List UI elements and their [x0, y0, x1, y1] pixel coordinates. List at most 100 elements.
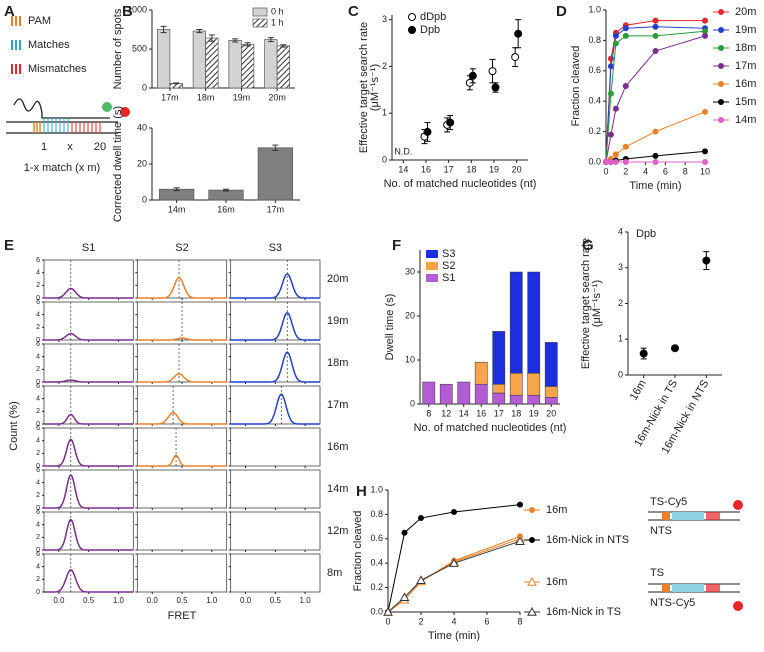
y-tick-label: 4	[36, 522, 40, 529]
y-tick-label: 40	[137, 122, 147, 132]
gaussian-fit	[137, 337, 227, 341]
x-tick-label: 6	[663, 166, 668, 176]
marker	[612, 105, 619, 112]
bar	[228, 40, 242, 89]
y-axis-label: Fraction cleaved	[570, 46, 582, 127]
panel-label: C	[348, 3, 359, 20]
legend-label: 17m	[735, 60, 756, 72]
panel-label: A	[4, 3, 15, 20]
y-axis-label: Corrected dwell time (s)	[112, 106, 124, 222]
x-tick-label: 17m	[267, 204, 285, 214]
x-tick-label: 0.0	[147, 596, 159, 605]
x-tick-label: 16m	[628, 378, 649, 403]
marker	[622, 25, 629, 32]
x-tick-label: 4	[643, 166, 648, 176]
legend-label: 16m-Nick in NTS	[546, 534, 629, 546]
y-tick-label: 0.4	[588, 96, 601, 106]
x-tick-label: 20	[546, 408, 556, 418]
y-tick-label: 4	[36, 354, 40, 361]
x-tick-label: 18	[466, 164, 476, 174]
y-tick-label: 4	[36, 270, 40, 277]
y-tick-label: 6	[36, 467, 40, 474]
y-tick-label: 2	[36, 282, 40, 289]
x-tick-label: 1.0	[300, 596, 312, 605]
y-tick-label: 1.0	[588, 4, 601, 14]
y-tick-label: 0	[36, 547, 40, 554]
marker	[671, 344, 679, 353]
x-tick-label: 14m	[168, 204, 186, 214]
bar-segment	[474, 383, 488, 405]
gaussian-fit	[137, 454, 227, 467]
legend-label: Dpb	[420, 24, 440, 36]
panel-label: E	[4, 237, 14, 254]
cell-frame	[43, 385, 134, 425]
marker	[527, 606, 537, 616]
gaussian-fit	[44, 569, 134, 593]
y-tick-label: 0.2	[588, 126, 601, 136]
bar	[276, 45, 290, 89]
legend-label: PAM	[28, 15, 51, 27]
gaussian-fit	[44, 379, 134, 383]
x-tick-label: 8	[517, 616, 522, 626]
legend-label: 16m	[735, 78, 756, 90]
gaussian-fit	[44, 518, 134, 551]
marker	[702, 148, 708, 155]
bar-segment	[509, 394, 523, 405]
diagram-h: TS-Cy5 NTS TS NTS-Cy5	[648, 496, 743, 611]
legend-label: 20m	[735, 6, 756, 18]
cell-frame	[230, 427, 321, 467]
y-tick-label: 1000	[127, 4, 147, 14]
panel-label: D	[556, 3, 567, 20]
bar-segment	[527, 271, 541, 374]
marker	[612, 151, 619, 158]
bar-segment	[492, 383, 506, 394]
cell-frame	[230, 259, 321, 299]
marker	[446, 118, 455, 127]
y-tick-label: 1.0	[370, 484, 383, 494]
row-label: 17m	[327, 399, 348, 411]
annotation: N.D.	[394, 146, 412, 156]
bar	[208, 189, 244, 201]
marker	[607, 159, 614, 165]
marker	[468, 71, 477, 80]
cell-frame	[230, 553, 321, 593]
y-axis-label: (μM⁻¹s⁻¹)	[591, 280, 603, 327]
y-tick-label: 1	[382, 108, 387, 118]
series-line	[605, 26, 706, 163]
position-label: x	[67, 141, 73, 153]
y-tick-label: 2	[36, 324, 40, 331]
panel-label: F	[392, 237, 401, 254]
legend-label: 14m	[735, 114, 756, 126]
y-tick-label: 4	[36, 480, 40, 487]
marker	[408, 13, 416, 21]
y-tick-label: 20	[137, 158, 147, 168]
y-axis-label: Number of spots	[112, 8, 124, 89]
cell-frame	[136, 385, 228, 425]
x-tick-label: 2	[623, 166, 628, 176]
x-axis-label: No. of matched nucleotides (nt)	[384, 178, 537, 190]
marker	[383, 606, 393, 616]
y-axis-label: Effective target search rate	[580, 238, 592, 369]
series-line	[605, 20, 705, 163]
bar-segment	[509, 372, 523, 396]
cell-frame	[136, 343, 228, 383]
y-tick-label: 0	[36, 379, 40, 386]
y-axis-label: Effective target search rate	[358, 22, 370, 153]
y-tick-label: 0	[382, 154, 387, 164]
y-tick-label: 0	[142, 82, 147, 92]
x-tick-label: 19	[529, 408, 539, 418]
column-title: S2	[175, 242, 188, 254]
y-tick-label: 0.4	[370, 558, 383, 568]
marker	[511, 53, 520, 62]
cell-frame	[43, 343, 134, 383]
x-tick-label: 6	[484, 616, 489, 626]
bar-segment	[492, 331, 506, 385]
y-tick-label: 4	[36, 438, 40, 445]
x-tick-label: 18m	[197, 92, 215, 102]
cell-frame	[43, 553, 134, 593]
bar	[264, 39, 278, 89]
legend-label: 16m	[546, 504, 567, 516]
caption: 1-x match (x m)	[24, 162, 100, 174]
bar	[257, 147, 293, 201]
